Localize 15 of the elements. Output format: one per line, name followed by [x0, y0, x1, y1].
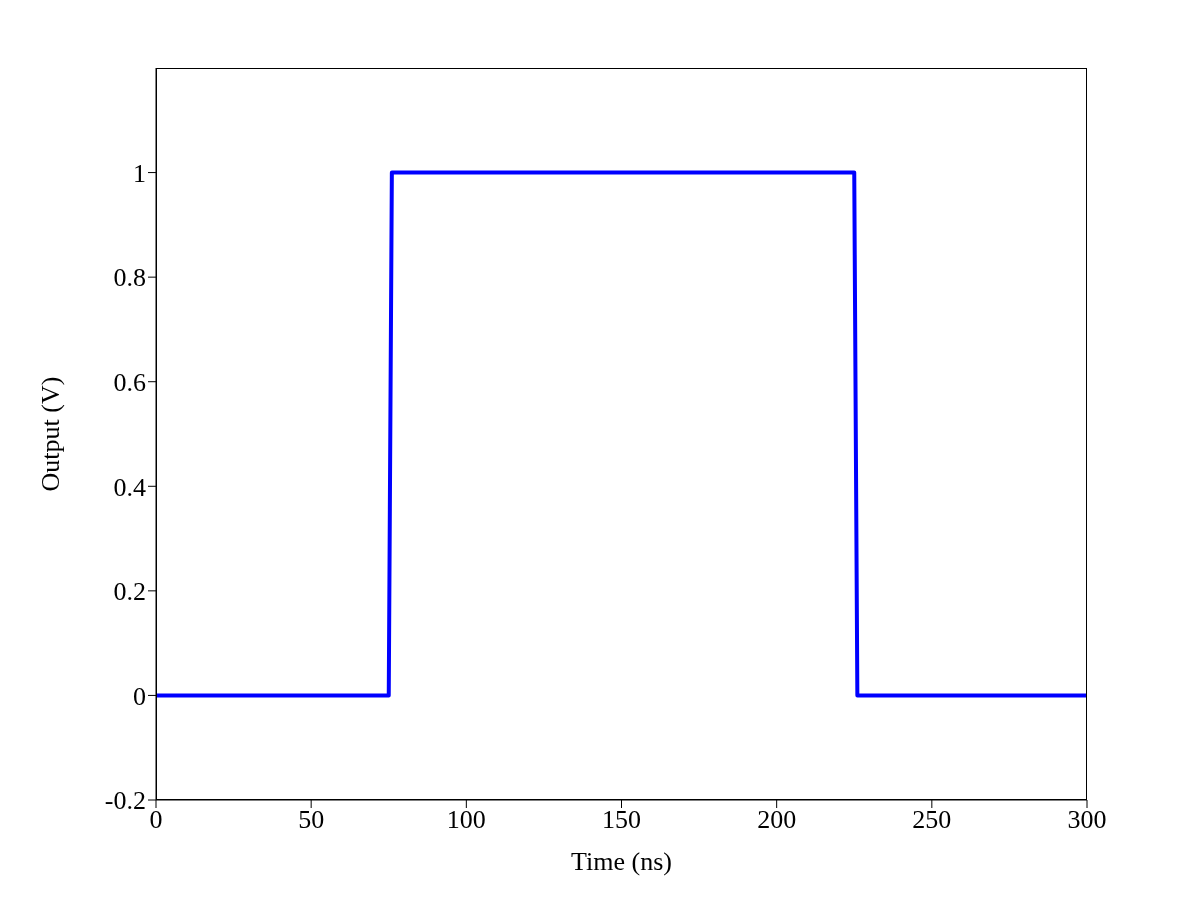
x-tick-label: 150 [602, 805, 641, 835]
y-tick-label: 0 [133, 681, 146, 711]
y-tick-label: 1 [133, 158, 146, 188]
y-tick-label: 0.8 [113, 263, 146, 293]
x-tick-label: 100 [446, 805, 486, 835]
y-axis-title: Output (V) [36, 376, 66, 492]
x-tick-label: 250 [912, 805, 952, 835]
x-tick-label: 200 [757, 805, 797, 835]
y-tick-label: 0.6 [113, 367, 146, 397]
x-axis-title: Time (ns) [571, 847, 672, 876]
y-tick-label: 0.4 [113, 472, 146, 502]
y-tick-label: 0.2 [113, 577, 146, 607]
x-tick-label: 50 [298, 805, 325, 835]
y-tick-label: -0.2 [104, 786, 146, 816]
x-tick-label: 300 [1067, 805, 1107, 835]
